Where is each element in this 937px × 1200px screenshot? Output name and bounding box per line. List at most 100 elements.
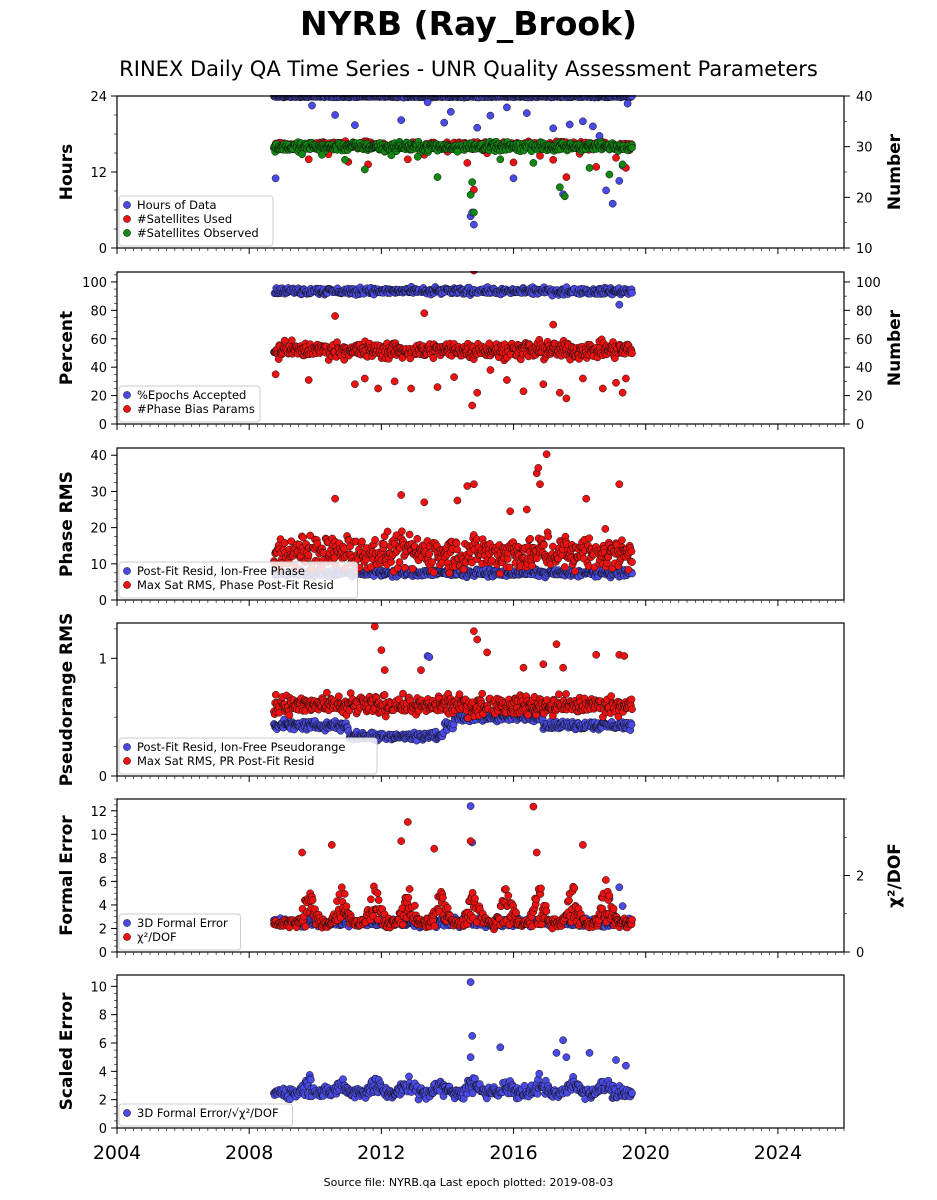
data-point: [470, 480, 478, 489]
data-point: [298, 150, 306, 159]
data-point: [582, 494, 591, 503]
series-hours-satellites-0: [270, 95, 636, 229]
data-point: [331, 111, 339, 119]
data-point: [605, 170, 614, 179]
data-point: [380, 691, 389, 699]
data-point: [615, 480, 624, 489]
data-point: [509, 174, 518, 183]
data-point: [618, 160, 627, 169]
legend-entry: Max Sat RMS, Phase Post-Fit Resid: [137, 578, 334, 592]
data-point: [425, 550, 434, 558]
legend-entry: #Satellites Used: [137, 212, 232, 226]
data-point: [400, 563, 409, 572]
data-point: [612, 378, 620, 387]
legend-entry: %Epochs Accepted: [137, 388, 246, 402]
data-point: [395, 558, 404, 566]
data-point: [542, 450, 551, 459]
y-right-tick-label: 40: [856, 361, 873, 376]
data-point: [397, 116, 406, 124]
y-right-tick-label: 30: [856, 141, 873, 156]
y-tick-label: 0: [99, 242, 107, 257]
data-point: [428, 558, 437, 567]
y-tick-label: 20: [90, 390, 107, 405]
data-point: [618, 388, 627, 397]
data-point: [304, 551, 313, 559]
points-percent: [270, 271, 636, 410]
data-point: [585, 164, 594, 172]
data-point: [571, 567, 579, 576]
series-percent-0: [270, 282, 636, 309]
legend-marker: [123, 215, 131, 223]
data-point: [534, 464, 543, 472]
data-point: [360, 374, 369, 383]
y-axis-label: Phase RMS: [57, 471, 77, 577]
data-point: [285, 711, 294, 720]
data-point: [405, 530, 414, 539]
y-tick-label: 10: [90, 558, 107, 573]
data-point: [433, 383, 442, 391]
data-point: [505, 563, 514, 572]
data-point: [592, 163, 601, 171]
data-point: [496, 155, 505, 164]
data-point: [624, 565, 633, 574]
data-point: [503, 376, 511, 384]
legend-marker: [123, 201, 131, 209]
data-point: [429, 354, 438, 363]
data-point: [425, 653, 434, 661]
y-tick-label: 30: [90, 485, 107, 500]
data-point: [351, 121, 359, 129]
points-hours-satellites: [270, 95, 636, 229]
legend-box: [118, 195, 274, 247]
legend-marker: [123, 229, 131, 237]
data-point: [280, 539, 289, 547]
legend-entry: Hours of Data: [137, 198, 217, 212]
data-point: [446, 107, 455, 116]
y-tick-label: 100: [82, 276, 107, 291]
data-point: [433, 173, 442, 181]
data-point: [413, 152, 422, 161]
legend-marker: [123, 567, 131, 575]
data-point: [560, 192, 569, 201]
data-point: [529, 159, 538, 167]
data-point: [304, 155, 313, 164]
y-tick-label: 20: [90, 522, 107, 537]
data-point: [615, 177, 624, 185]
data-point: [468, 401, 477, 410]
data-point: [615, 300, 624, 309]
data-point: [413, 534, 422, 543]
data-point: [562, 394, 571, 403]
y-tick-label: 40: [90, 361, 107, 376]
y-right-tick-label: 20: [856, 191, 873, 206]
y-axis-label: Hours: [57, 144, 77, 201]
data-point: [540, 541, 548, 549]
data-point: [450, 373, 458, 381]
series-pseudorange-rms-1: [270, 622, 636, 722]
data-point: [360, 165, 369, 174]
data-point: [440, 118, 449, 127]
legend-marker: [123, 405, 131, 413]
data-point: [358, 537, 366, 546]
data-point: [459, 565, 468, 574]
data-point: [519, 387, 528, 396]
data-point: [420, 498, 429, 507]
y-right-tick-label: 100: [856, 276, 881, 291]
data-point: [323, 688, 331, 697]
data-point: [351, 380, 359, 389]
data-point: [463, 482, 472, 490]
legend-marker: [123, 581, 131, 589]
panel-percent: 020406080100020406080100NumberPercent%Ep…: [57, 271, 905, 433]
legend-entry: #Satellites Observed: [137, 226, 259, 240]
y-tick-label: 24: [90, 90, 107, 105]
data-point: [453, 147, 462, 156]
data-point: [506, 507, 515, 516]
data-point: [287, 336, 296, 345]
data-point: [390, 377, 399, 386]
data-point: [407, 384, 415, 393]
data-point: [271, 690, 280, 699]
data-point: [371, 536, 379, 544]
data-point: [470, 271, 478, 275]
y-right-tick-label: 60: [856, 333, 873, 348]
